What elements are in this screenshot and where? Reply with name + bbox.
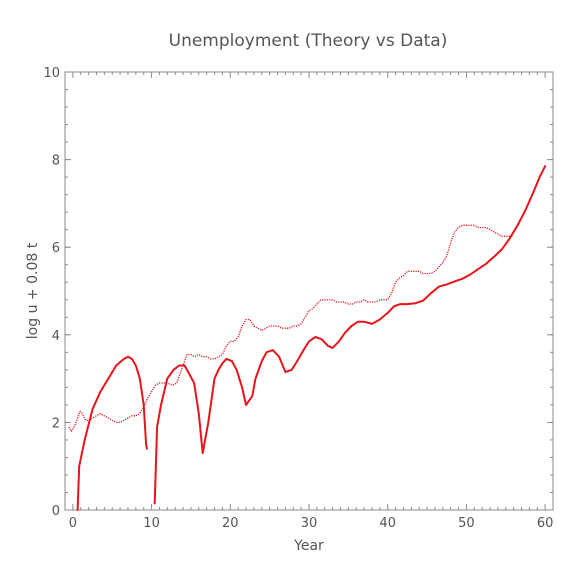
x-tick-label: 0 — [69, 516, 77, 531]
theory-series-line-0 — [76, 355, 148, 511]
y-tick-label: 0 — [52, 504, 60, 519]
x-tick-label: 50 — [458, 516, 475, 531]
axis-ticks: 0 10 20 30 40 50 60 0 2 4 6 8 10 — [43, 66, 554, 531]
x-tick-label: 60 — [537, 516, 554, 531]
y-tick-label: 2 — [52, 416, 60, 431]
chart-title: Unemployment (Theory vs Data) — [169, 31, 448, 51]
y-tick-label: 6 — [52, 241, 60, 256]
x-tick-label: 10 — [143, 516, 160, 531]
x-axis-label: Year — [293, 538, 324, 554]
x-tick-label: 40 — [379, 516, 396, 531]
data-series-line-0 — [68, 224, 514, 432]
x-tick-label: 20 — [222, 516, 239, 531]
theory-series-line-1 — [153, 165, 547, 505]
y-axis-label: log u + 0.08 t — [25, 242, 41, 339]
plot-frame — [64, 71, 554, 511]
y-tick-label: 10 — [43, 66, 60, 81]
x-tick-label: 30 — [301, 516, 318, 531]
y-tick-label: 8 — [52, 154, 60, 169]
series-group — [68, 165, 547, 511]
y-tick-label: 4 — [52, 329, 60, 344]
